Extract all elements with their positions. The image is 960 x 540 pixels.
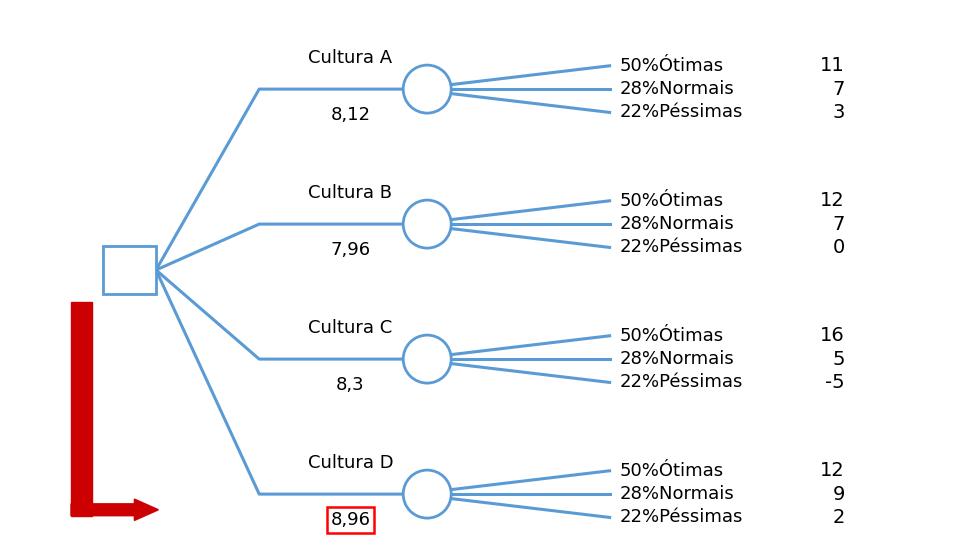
Text: 22%Péssimas: 22%Péssimas <box>619 374 743 391</box>
Text: 50%Ótimas: 50%Ótimas <box>619 462 723 480</box>
Text: 7,96: 7,96 <box>330 241 371 259</box>
Text: 28%Normais: 28%Normais <box>619 80 734 98</box>
Text: Cultura A: Cultura A <box>308 49 393 67</box>
Bar <box>71 302 92 516</box>
Text: 5: 5 <box>832 349 845 369</box>
Text: 50%Ótimas: 50%Ótimas <box>619 57 723 75</box>
Text: Cultura D: Cultura D <box>307 454 394 472</box>
Text: 28%Normais: 28%Normais <box>619 215 734 233</box>
Text: 7: 7 <box>832 214 845 234</box>
Ellipse shape <box>403 335 451 383</box>
Text: 50%Ótimas: 50%Ótimas <box>619 192 723 210</box>
Text: 12: 12 <box>820 461 845 480</box>
Text: Cultura C: Cultura C <box>308 319 393 337</box>
Text: 9: 9 <box>832 484 845 504</box>
Text: 7: 7 <box>832 79 845 99</box>
Text: 28%Normais: 28%Normais <box>619 350 734 368</box>
Text: 50%Ótimas: 50%Ótimas <box>619 327 723 345</box>
Text: 8,96: 8,96 <box>330 511 371 529</box>
Text: 3: 3 <box>832 103 845 122</box>
Text: 22%Péssimas: 22%Péssimas <box>619 509 743 526</box>
Ellipse shape <box>403 65 451 113</box>
Text: 11: 11 <box>820 56 845 75</box>
Text: -5: -5 <box>826 373 845 392</box>
Text: 22%Péssimas: 22%Péssimas <box>619 239 743 256</box>
Bar <box>104 246 156 294</box>
FancyArrow shape <box>71 499 158 521</box>
Text: 0: 0 <box>832 238 845 257</box>
Text: 12: 12 <box>820 191 845 210</box>
Text: 28%Normais: 28%Normais <box>619 485 734 503</box>
Text: Cultura B: Cultura B <box>308 184 393 202</box>
Ellipse shape <box>403 470 451 518</box>
Text: 22%Péssimas: 22%Péssimas <box>619 104 743 122</box>
Text: 8,3: 8,3 <box>336 376 365 394</box>
Text: 2: 2 <box>832 508 845 527</box>
Text: 16: 16 <box>820 326 845 345</box>
Ellipse shape <box>403 200 451 248</box>
Text: 8,12: 8,12 <box>330 106 371 124</box>
